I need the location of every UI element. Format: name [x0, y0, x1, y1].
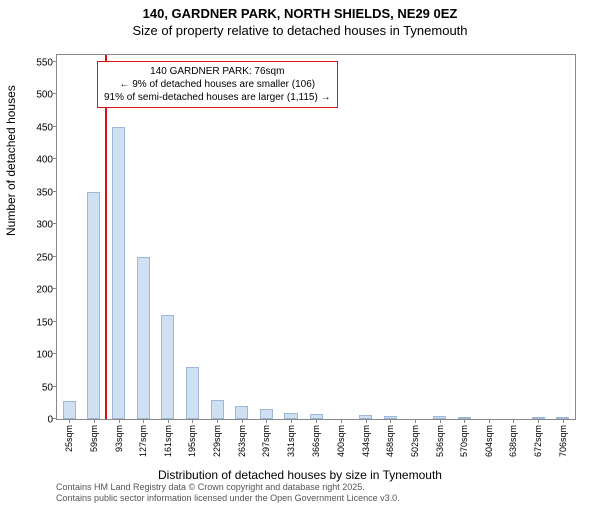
- x-tick-label: 127sqm: [138, 425, 148, 457]
- chart-title-address: 140, GARDNER PARK, NORTH SHIELDS, NE29 0…: [0, 6, 600, 21]
- x-tick-label: 638sqm: [508, 425, 518, 457]
- annotation-line: ← 9% of detached houses are smaller (106…: [104, 78, 331, 91]
- histogram-bar: [284, 413, 297, 420]
- y-tick-label: 100: [36, 350, 53, 361]
- property-marker-line: [105, 55, 107, 419]
- plot-area: 05010015020025030035040045050055025sqm59…: [56, 54, 576, 420]
- y-tick-label: 200: [36, 285, 53, 296]
- x-tick-label: 570sqm: [459, 425, 469, 457]
- y-tick-label: 400: [36, 155, 53, 166]
- y-tick-label: 550: [36, 57, 53, 68]
- x-tick-label: 195sqm: [187, 425, 197, 457]
- y-tick-label: 300: [36, 220, 53, 231]
- y-tick-label: 0: [47, 415, 53, 426]
- histogram-bar: [532, 417, 545, 419]
- histogram-bar: [112, 127, 125, 420]
- histogram-bar: [384, 416, 397, 419]
- histogram-bar: [556, 417, 569, 419]
- chart-subtitle: Size of property relative to detached ho…: [0, 23, 600, 38]
- histogram-bar: [161, 315, 174, 419]
- x-tick-label: 434sqm: [361, 425, 371, 457]
- histogram-bar: [63, 401, 76, 419]
- x-tick-label: 672sqm: [533, 425, 543, 457]
- y-tick-label: 350: [36, 187, 53, 198]
- x-tick-label: 604sqm: [484, 425, 494, 457]
- x-tick-label: 161sqm: [163, 425, 173, 457]
- x-tick-label: 706sqm: [558, 425, 568, 457]
- y-tick-label: 500: [36, 90, 53, 101]
- x-tick-label: 229sqm: [212, 425, 222, 457]
- annotation-line: 140 GARDNER PARK: 76sqm: [104, 65, 331, 78]
- histogram-bar: [186, 367, 199, 419]
- y-axis-label: Number of detached houses: [4, 85, 18, 236]
- x-tick-label: 25sqm: [64, 425, 74, 452]
- x-tick-label: 468sqm: [385, 425, 395, 457]
- x-tick-label: 297sqm: [261, 425, 271, 457]
- histogram-bar: [87, 192, 100, 420]
- histogram-bar: [433, 416, 446, 419]
- histogram-bar: [260, 409, 273, 419]
- histogram-bar: [137, 257, 150, 420]
- x-tick-label: 59sqm: [89, 425, 99, 452]
- annotation-box: 140 GARDNER PARK: 76sqm← 9% of detached …: [97, 61, 338, 108]
- y-tick-label: 50: [42, 382, 53, 393]
- x-tick-label: 366sqm: [311, 425, 321, 457]
- histogram-bar: [310, 414, 323, 419]
- histogram-bar: [458, 417, 471, 419]
- histogram-bar: [235, 406, 248, 419]
- data-source-caption: Contains HM Land Registry data © Crown c…: [56, 482, 400, 504]
- x-tick-label: 400sqm: [336, 425, 346, 457]
- x-tick-label: 93sqm: [114, 425, 124, 452]
- y-tick-label: 250: [36, 252, 53, 263]
- x-tick-label: 331sqm: [286, 425, 296, 457]
- x-tick-label: 536sqm: [435, 425, 445, 457]
- y-tick-label: 450: [36, 122, 53, 133]
- x-axis-label: Distribution of detached houses by size …: [0, 468, 600, 482]
- annotation-line: 91% of semi-detached houses are larger (…: [104, 91, 331, 104]
- x-tick-label: 263sqm: [237, 425, 247, 457]
- histogram-bar: [211, 400, 224, 420]
- y-tick-label: 150: [36, 317, 53, 328]
- histogram-bar: [359, 415, 372, 419]
- x-tick-label: 502sqm: [410, 425, 420, 457]
